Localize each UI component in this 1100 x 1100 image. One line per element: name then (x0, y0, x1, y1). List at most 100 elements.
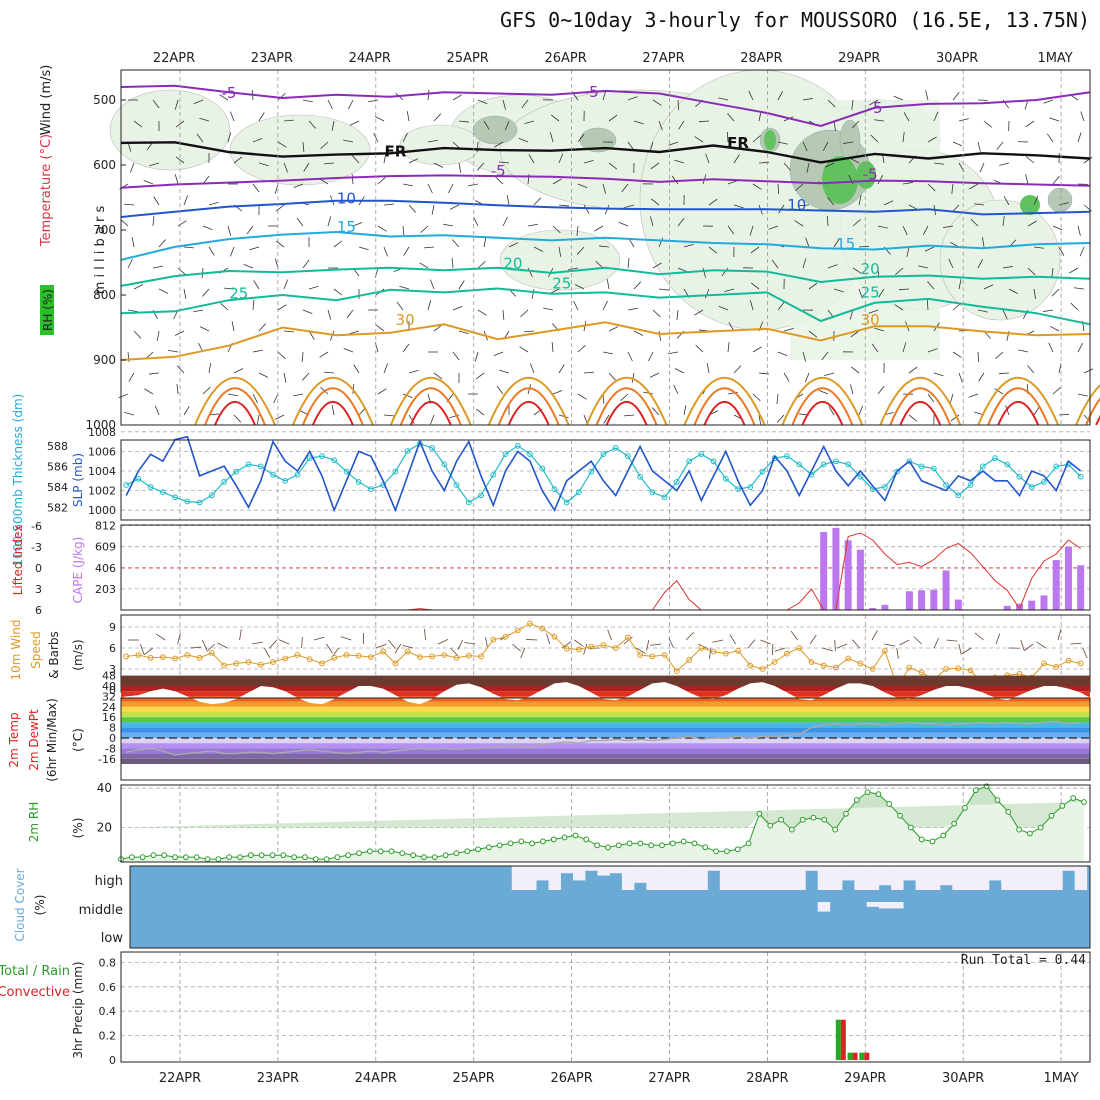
thickness-line-point (722, 475, 729, 482)
wind-speed-line-point (514, 627, 521, 634)
date-label-bottom: 23APR (257, 1071, 299, 1086)
cloud-high-gap (829, 866, 843, 890)
rh-point (907, 824, 914, 831)
wind-barb (430, 414, 435, 425)
wind-barb (828, 406, 835, 416)
rh-point (323, 856, 330, 863)
rh-shading-high (1020, 195, 1040, 215)
wind-barb (1083, 414, 1091, 423)
wind-barb (603, 414, 610, 424)
cloud-high-gap (927, 866, 941, 890)
cloud-high-gap (842, 866, 855, 881)
wind-barb (694, 136, 704, 143)
wind-barb (550, 114, 560, 122)
thickness-line-point (735, 486, 741, 493)
cloud-unit-label: (%) (33, 895, 47, 916)
wind-speed-line-point (857, 660, 864, 667)
li-tick-label: 0 (35, 562, 42, 575)
wind-barb (726, 131, 729, 143)
wind-barb (152, 216, 155, 227)
wind-barb (658, 120, 663, 131)
wind-speed-line-point (710, 648, 717, 655)
wind-barb (1033, 288, 1036, 299)
wind-barb (333, 240, 343, 248)
cloud-high-gap (609, 866, 623, 874)
thickness-line-point (906, 458, 913, 465)
wind-barb (258, 112, 265, 122)
contour-label: -5 (584, 83, 599, 101)
rh-shading-dark (1047, 187, 1073, 213)
wind-barb (431, 204, 435, 215)
wind-barb (227, 132, 232, 143)
wind-barb (576, 225, 579, 236)
wind-speed-line-point (722, 650, 729, 657)
wind-barb (650, 198, 660, 206)
wind-barb (752, 346, 762, 353)
wind-barb (153, 196, 160, 206)
date-label-top: 1MAY (1037, 51, 1072, 66)
thickness-line-point (490, 471, 497, 478)
wind-barb (824, 162, 835, 168)
wind-barb (776, 393, 779, 404)
precip-panel-frame (120, 951, 1091, 1063)
wind-barb (627, 307, 638, 311)
profile-panel-frame (120, 69, 1091, 426)
wind-barb (677, 217, 685, 227)
wind-barb-10m (457, 639, 464, 650)
wind-barb (303, 162, 310, 172)
wind-barb (183, 195, 188, 206)
wind-barb (624, 204, 635, 208)
precip-convective-bar (840, 1019, 846, 1060)
temp-axis-label-a: 2m Temp (7, 712, 21, 767)
temp-band (121, 748, 1090, 754)
wind-barb-10m (140, 643, 145, 655)
wind-barb (1043, 309, 1054, 312)
wind-barb (652, 99, 662, 106)
rh-shading (499, 229, 621, 291)
wind-barb-10m (512, 643, 521, 652)
wind-barb (127, 309, 138, 313)
rh-point (637, 840, 644, 847)
wind-barb (383, 153, 387, 164)
wind-barb (383, 203, 394, 206)
temp-contour-diurnal (497, 387, 560, 426)
wind-barb (402, 132, 408, 143)
rh-point (431, 854, 438, 861)
wind-barb (776, 414, 785, 423)
temp-contour-diurnal (301, 387, 364, 426)
wind-barb (1079, 246, 1085, 257)
wind-barb (750, 246, 760, 254)
wind-barb (233, 414, 242, 423)
rh-tick-label: 20 (97, 821, 112, 835)
wind-barb (483, 120, 490, 130)
date-label-bottom: 28APR (746, 1071, 788, 1086)
wind-barb (302, 372, 310, 381)
wind-tick-label: 3 (109, 663, 116, 676)
rh-point (128, 854, 135, 861)
rh-point (605, 844, 611, 851)
wind-barb (583, 204, 590, 214)
contour-label: 10 (787, 196, 806, 214)
wind-barb (158, 239, 166, 248)
temp-contour-diurnal (399, 387, 462, 426)
thickness-line-point (404, 448, 411, 454)
cape-tick-label: 203 (95, 583, 116, 596)
wind-barb-10m (809, 634, 817, 645)
wind-barb (824, 372, 835, 376)
contour-label: 25 (552, 275, 571, 293)
wind-barb-10m (709, 647, 712, 659)
rh-point (626, 840, 633, 847)
wind-speed-line-point (159, 654, 166, 660)
wind-barb (1002, 216, 1005, 227)
temp-axis-label-c: (6hr Min/Max) (45, 698, 59, 782)
wind-barb (152, 265, 163, 269)
wind-speed-line-point (881, 647, 888, 654)
cloud-middle-gap (891, 902, 904, 909)
slp-axis-label: SLP (mb) (71, 453, 85, 507)
thickness-line-point (698, 451, 705, 457)
wind-tick-label: 9 (109, 621, 116, 634)
contour-label: 10 (337, 189, 356, 207)
wind-barb (977, 309, 988, 313)
wind-barb (850, 384, 854, 395)
wind-barb (558, 204, 569, 207)
